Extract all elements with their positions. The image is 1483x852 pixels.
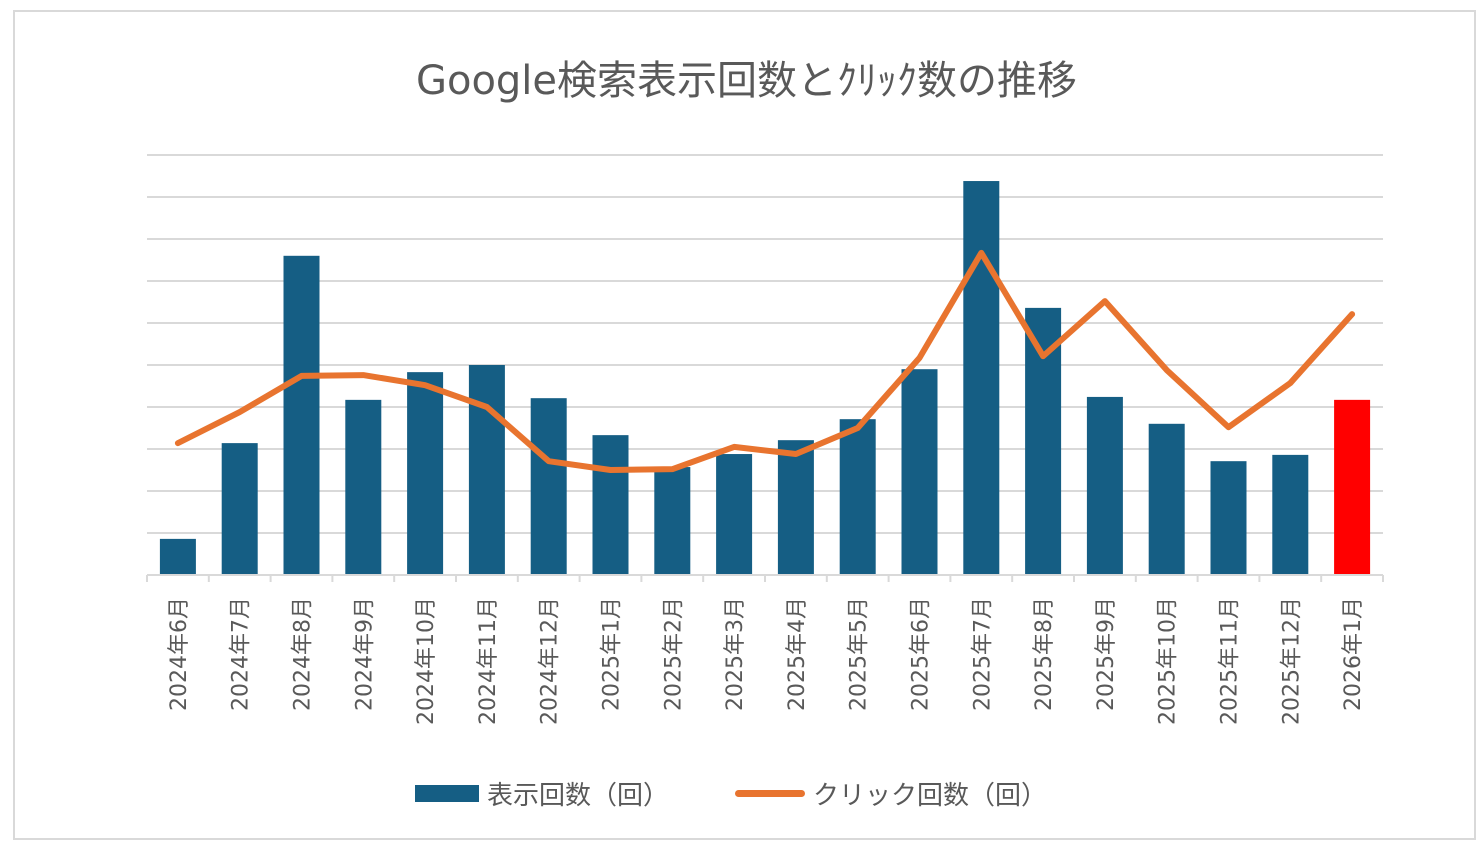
x-axis-labels: 2024年6月 2024年7月 2024年8月 2024年9月 2024年10月 2024… — [167, 597, 1366, 725]
bar — [468, 365, 505, 575]
bar — [1210, 461, 1247, 575]
x-axis-label: 2026年1月 — [1341, 597, 1366, 711]
bar — [283, 255, 320, 576]
bar — [221, 443, 258, 575]
bar — [777, 440, 814, 575]
x-axis-label: 2025年7月 — [970, 597, 995, 711]
x-axis-label: 2025年10月 — [1156, 597, 1181, 725]
bar — [1086, 396, 1123, 575]
bar — [716, 454, 753, 575]
legend-label-impressions: 表示回数（回） — [487, 780, 670, 811]
bar — [1148, 423, 1185, 575]
legend: 表示回数（回） クリック回数（回） — [415, 775, 1047, 811]
x-axis-label: 2025年8月 — [1032, 597, 1057, 711]
x-axis-label: 2025年11月 — [1218, 597, 1243, 725]
x-axis-label: 2025年9月 — [1094, 597, 1119, 711]
bar — [592, 435, 629, 575]
legend-bar-swatch-icon — [415, 784, 479, 802]
bar — [407, 372, 444, 575]
bar — [345, 399, 382, 575]
x-axis-label: 2024年8月 — [291, 597, 316, 711]
bar — [839, 419, 876, 575]
legend-item-impressions: 表示回数（回） — [415, 775, 669, 812]
bar — [1272, 454, 1309, 575]
bar-series — [159, 181, 1371, 576]
x-axis-label: 2024年12月 — [538, 597, 563, 725]
x-axis-label: 2025年3月 — [723, 597, 748, 711]
x-axis-label: 2025年1月 — [600, 597, 625, 711]
legend-label-clicks: クリック回数（回） — [813, 780, 1048, 811]
legend-item-clicks: クリック回数（回） — [735, 775, 1047, 812]
x-axis-label: 2024年6月 — [167, 597, 192, 711]
x-axis-label: 2025年12月 — [1279, 597, 1304, 725]
bar — [901, 369, 938, 575]
x-axis — [146, 574, 1384, 582]
x-axis-label: 2024年10月 — [414, 597, 439, 725]
chart-title: Google検索表示回数とｸﾘｯｸ数の推移 — [415, 58, 1078, 104]
bar — [159, 538, 196, 575]
x-axis-label: 2025年2月 — [661, 597, 686, 711]
legend-line-swatch-icon — [735, 789, 806, 797]
bar — [1334, 399, 1371, 575]
x-axis-label: 2024年9月 — [352, 597, 377, 711]
bar — [654, 467, 691, 575]
line-series — [174, 249, 1356, 473]
bar — [530, 398, 567, 575]
x-axis-label: 2024年11月 — [476, 597, 501, 725]
x-axis-label: 2025年4月 — [785, 597, 810, 711]
x-axis-label: 2025年5月 — [847, 597, 872, 711]
x-axis-label: 2025年6月 — [909, 597, 934, 711]
x-axis-label: 2024年7月 — [229, 597, 254, 711]
bar — [963, 181, 1000, 576]
gridlines — [147, 154, 1383, 534]
